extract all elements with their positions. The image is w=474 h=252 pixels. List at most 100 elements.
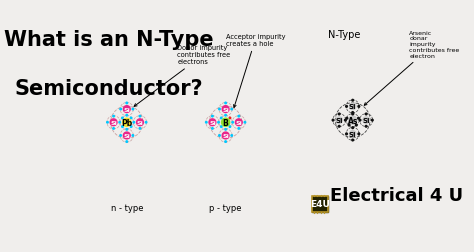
Circle shape <box>356 125 357 127</box>
Circle shape <box>352 100 354 102</box>
Circle shape <box>122 126 123 128</box>
Circle shape <box>346 118 348 120</box>
Circle shape <box>146 122 147 123</box>
Circle shape <box>365 126 367 128</box>
Circle shape <box>352 112 354 114</box>
Circle shape <box>345 120 346 121</box>
Circle shape <box>126 141 128 143</box>
Text: Si: Si <box>209 120 216 125</box>
Circle shape <box>365 114 367 115</box>
Bar <box>312 197 328 212</box>
Text: E4U: E4U <box>310 200 330 209</box>
Circle shape <box>209 119 216 126</box>
Circle shape <box>212 116 213 117</box>
Circle shape <box>225 103 227 104</box>
Circle shape <box>123 119 131 127</box>
Circle shape <box>130 118 132 119</box>
Circle shape <box>225 141 227 143</box>
Text: Si: Si <box>123 133 130 138</box>
Text: Si: Si <box>137 120 143 125</box>
Circle shape <box>225 129 227 131</box>
Circle shape <box>133 122 135 123</box>
Text: N-Type: N-Type <box>328 29 361 40</box>
Text: Pb: Pb <box>121 118 132 127</box>
Circle shape <box>132 109 134 110</box>
Circle shape <box>220 126 222 128</box>
Circle shape <box>352 114 354 115</box>
Circle shape <box>349 131 356 138</box>
Circle shape <box>123 133 130 139</box>
Text: Si: Si <box>336 118 343 124</box>
Circle shape <box>221 119 230 127</box>
Circle shape <box>126 103 128 104</box>
Text: Electrical 4 U: Electrical 4 U <box>330 187 463 205</box>
Circle shape <box>225 115 227 116</box>
Circle shape <box>222 106 229 113</box>
Circle shape <box>123 106 130 113</box>
Circle shape <box>222 133 229 139</box>
Circle shape <box>346 134 347 135</box>
Text: p - type: p - type <box>210 203 242 212</box>
Circle shape <box>107 122 108 123</box>
Circle shape <box>372 120 373 121</box>
Circle shape <box>363 117 369 124</box>
Circle shape <box>120 109 121 110</box>
Circle shape <box>120 135 121 137</box>
Text: What is an N-Type: What is an N-Type <box>4 29 213 49</box>
Circle shape <box>139 116 141 117</box>
Circle shape <box>110 119 117 126</box>
Text: Si: Si <box>349 104 356 110</box>
Text: Si: Si <box>123 107 130 112</box>
Circle shape <box>231 135 233 137</box>
Circle shape <box>244 122 246 123</box>
Circle shape <box>352 140 354 141</box>
Text: Si: Si <box>222 107 229 112</box>
Circle shape <box>137 119 143 126</box>
Circle shape <box>359 120 361 121</box>
Circle shape <box>336 117 342 124</box>
Text: Semiconductor?: Semiconductor? <box>14 79 203 99</box>
Text: Donor impurity
contributes free
electrons: Donor impurity contributes free electron… <box>134 45 230 107</box>
Text: Si: Si <box>110 120 117 125</box>
Text: Si: Si <box>349 131 356 137</box>
Circle shape <box>348 125 350 127</box>
Circle shape <box>219 109 220 110</box>
Circle shape <box>119 122 120 123</box>
Circle shape <box>338 114 340 115</box>
Circle shape <box>358 118 359 120</box>
Circle shape <box>126 129 128 131</box>
Circle shape <box>338 126 340 128</box>
Circle shape <box>231 109 233 110</box>
Text: B: B <box>223 118 228 127</box>
Circle shape <box>139 128 141 130</box>
Text: Si: Si <box>222 133 229 138</box>
Text: Si: Si <box>236 120 242 125</box>
Circle shape <box>212 128 213 130</box>
Circle shape <box>122 118 123 119</box>
Circle shape <box>346 106 347 108</box>
Circle shape <box>349 104 356 110</box>
Circle shape <box>206 122 207 123</box>
Circle shape <box>358 106 360 108</box>
Circle shape <box>113 116 114 117</box>
Circle shape <box>238 128 239 130</box>
Circle shape <box>218 122 219 123</box>
Circle shape <box>219 135 220 137</box>
Text: n - type: n - type <box>110 203 143 212</box>
Circle shape <box>130 126 132 128</box>
Circle shape <box>352 127 354 129</box>
Circle shape <box>220 118 222 119</box>
Circle shape <box>348 117 357 125</box>
Bar <box>312 197 328 212</box>
Circle shape <box>113 128 114 130</box>
Text: As: As <box>347 116 358 125</box>
Text: Acceptor impurity
creates a hole: Acceptor impurity creates a hole <box>226 34 285 108</box>
Circle shape <box>238 116 239 117</box>
Circle shape <box>358 134 360 135</box>
Circle shape <box>126 115 128 116</box>
Text: Arsenic
donar
impurity
contributes free
electron: Arsenic donar impurity contributes free … <box>364 30 459 106</box>
Circle shape <box>132 135 134 137</box>
Circle shape <box>229 126 231 128</box>
Circle shape <box>236 119 242 126</box>
Circle shape <box>332 120 334 121</box>
